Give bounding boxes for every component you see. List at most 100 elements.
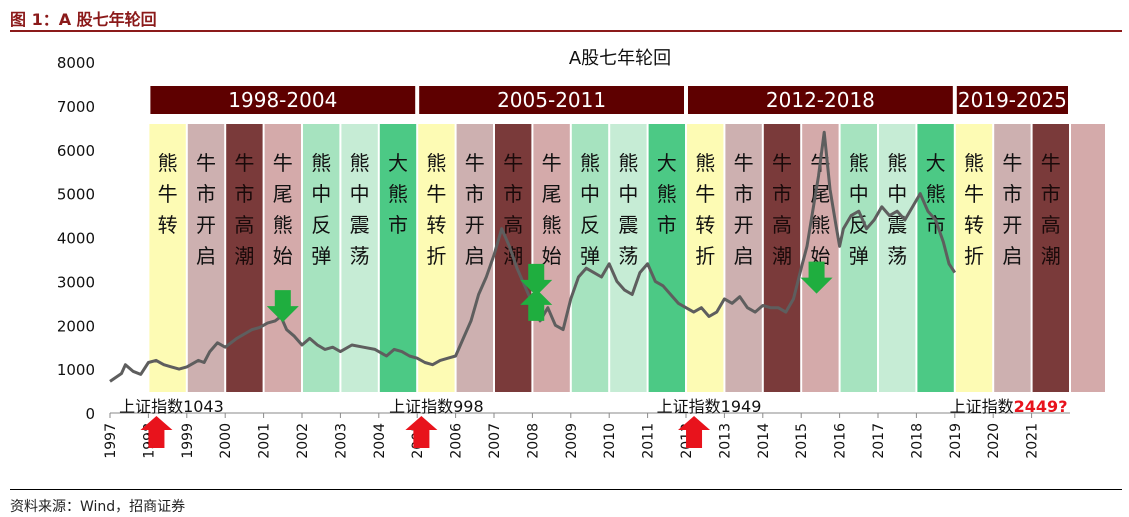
x-tick-label: 2000 <box>218 423 234 459</box>
phase-band <box>994 124 1031 392</box>
phase-label-char: 牛 <box>734 151 754 175</box>
phase-label-char: 弹 <box>311 244 331 268</box>
annotation-text: 上证指数1043 <box>119 397 224 416</box>
x-tick-label: 2010 <box>602 423 618 459</box>
era-header-box <box>688 86 953 114</box>
phase-label-char: 市 <box>734 182 754 206</box>
phase-label-char: 潮 <box>1041 244 1061 268</box>
index-series-line <box>109 130 957 383</box>
phase-label-char: 启 <box>196 244 216 268</box>
phase-label-char: 中 <box>849 182 869 206</box>
phase-band <box>571 124 609 392</box>
x-tick-label: 2013 <box>717 423 733 459</box>
phase-label-char: 熊 <box>350 151 370 175</box>
phase-band <box>533 124 570 392</box>
annotation-highlight: 2449? <box>1014 397 1068 416</box>
phase-label-char: 折 <box>964 244 984 268</box>
annotation-text: 上证指数 <box>950 397 1014 416</box>
phase-band <box>264 124 301 392</box>
phase-label-char: 启 <box>734 244 754 268</box>
phase-band <box>879 124 916 392</box>
phase-label-char: 牛 <box>772 151 792 175</box>
era-header-box <box>150 86 416 114</box>
phase-band <box>955 124 993 392</box>
phase-label-char: 荡 <box>618 244 638 268</box>
y-tick-label: 6000 <box>57 142 95 160</box>
phase-label-char: 市 <box>1002 182 1022 206</box>
green-down-arrow-icon <box>266 290 299 323</box>
phase-label-char: 荡 <box>887 244 907 268</box>
phase-band <box>226 124 263 392</box>
phase-band <box>725 124 762 392</box>
phase-label-char: 牛 <box>273 151 293 175</box>
phase-label-char: 转 <box>426 213 446 237</box>
phase-label-char: 熊 <box>618 151 638 175</box>
phase-label-char: 市 <box>196 182 216 206</box>
phase-band <box>379 124 417 392</box>
index-annotation: 上证指数2449? <box>950 397 1068 416</box>
phase-label-char: 牛 <box>158 182 178 206</box>
era-header-label: 1998-2004 <box>228 88 337 112</box>
phase-label-char: 牛 <box>1002 151 1022 175</box>
phase-label-char: 熊 <box>388 182 408 206</box>
phase-label-char: 中 <box>350 182 370 206</box>
phase-label-char: 熊 <box>580 151 600 175</box>
phase-label-char: 市 <box>503 182 523 206</box>
index-annotation: 上证指数998 <box>389 397 484 416</box>
y-tick-label: 8000 <box>57 54 95 72</box>
phase-band <box>840 124 877 392</box>
x-tick-label: 2009 <box>564 423 580 459</box>
phase-label-char: 反 <box>580 213 600 237</box>
x-tick-label: 2002 <box>295 423 311 459</box>
phase-label-char: 熊 <box>657 182 677 206</box>
phase-label-char: 牛 <box>234 151 254 175</box>
x-tick-label: 2015 <box>794 423 810 459</box>
x-tick-label: 1997 <box>103 423 119 459</box>
red-up-arrow-icon <box>140 416 173 448</box>
phase-label-char: 熊 <box>273 213 293 237</box>
phase-band <box>763 124 801 392</box>
phase-label-char: 弹 <box>849 244 869 268</box>
phase-bands: 熊牛转牛市开启牛市高潮牛尾熊始熊中反弹熊中震荡大熊市熊牛转折牛市开启牛市高潮牛尾… <box>149 124 1105 392</box>
x-tick-label: 1999 <box>180 423 196 459</box>
phase-label-char: 开 <box>465 213 485 237</box>
index-annotation: 上证指数1949 <box>657 397 762 416</box>
y-tick-label: 7000 <box>57 98 95 116</box>
phase-label-char: 市 <box>465 182 485 206</box>
x-tick-label: 2017 <box>871 423 887 459</box>
x-tick-label: 2001 <box>257 423 273 459</box>
era-header-label: 2012-2018 <box>766 88 875 112</box>
phase-label-char: 牛 <box>465 151 485 175</box>
x-tick-label: 2006 <box>449 423 465 459</box>
phase-band <box>456 124 493 392</box>
phase-label-char: 中 <box>580 182 600 206</box>
phase-label-char: 熊 <box>849 151 869 175</box>
phase-label-char: 开 <box>734 213 754 237</box>
phase-label-char: 高 <box>1041 213 1061 237</box>
x-tick-label: 2016 <box>833 423 849 459</box>
phase-label-char: 反 <box>311 213 331 237</box>
x-tick-label: 2014 <box>756 423 772 459</box>
phase-label-char: 市 <box>657 213 677 237</box>
phase-band <box>149 124 186 392</box>
phase-label-char: 潮 <box>234 244 254 268</box>
phase-band <box>610 124 647 392</box>
index-annotation: 上证指数1043 <box>119 397 224 416</box>
phase-label-char: 熊 <box>887 151 907 175</box>
annotation-text: 上证指数998 <box>389 397 484 416</box>
era-header-label: 2019-2025 <box>958 88 1067 112</box>
phase-band <box>418 124 455 392</box>
phase-label-char: 牛 <box>196 151 216 175</box>
y-tick-label: 3000 <box>57 273 95 291</box>
phase-label-char: 折 <box>695 244 715 268</box>
source-note: 资料来源：Wind，招商证券 <box>10 499 186 515</box>
phase-label-char: 中 <box>618 182 638 206</box>
annotation-text: 上证指数1949 <box>657 397 762 416</box>
x-tick-label: 2011 <box>641 423 657 459</box>
phase-label-char: 牛 <box>964 182 984 206</box>
x-tick-label: 2020 <box>986 423 1002 459</box>
annotations: 上证指数1043 上证指数998 上证指数1949 上证指数2449? <box>119 261 1068 448</box>
y-tick-label: 2000 <box>57 317 95 335</box>
phase-label-char: 市 <box>926 213 946 237</box>
phase-label-char: 高 <box>503 213 523 237</box>
